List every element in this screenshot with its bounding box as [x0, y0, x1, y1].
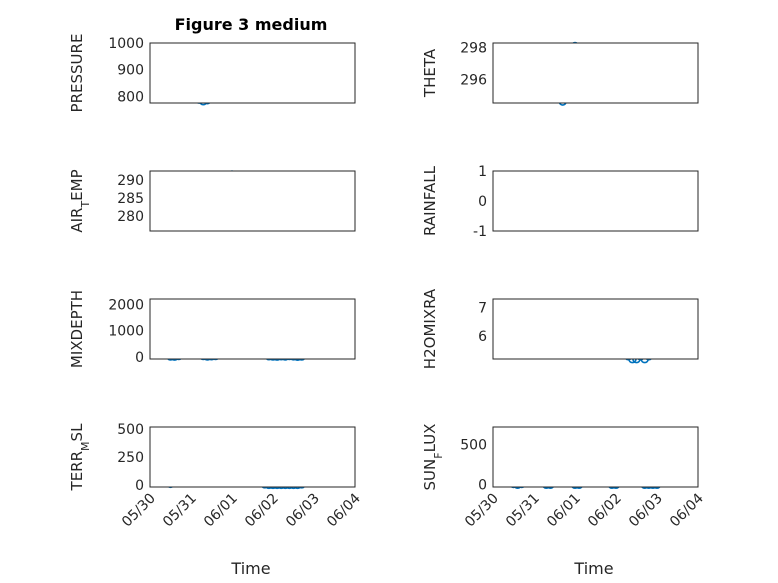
x-tick-label: 05/31 — [160, 491, 200, 531]
y-tick-label: 0 — [135, 478, 144, 494]
y-tick-label: 7 — [478, 301, 487, 317]
y-tick-label: 6 — [478, 329, 487, 345]
axes-box — [149, 42, 356, 104]
x-tick-label: 06/02 — [585, 491, 625, 531]
x-tick-label: 06/01 — [544, 491, 584, 531]
y-tick-label: 0 — [478, 194, 487, 210]
x-tick-label: 06/03 — [283, 491, 323, 531]
x-tick-label: 06/04 — [324, 490, 364, 530]
subplot-air_temp: 280 285 290 AIRTEMP — [68, 169, 356, 233]
y-axis-label-terr_msl: TERRMSL — [68, 423, 92, 492]
subplot-theta: 296 298 THETA — [421, 41, 699, 106]
x-tick-label: 05/31 — [503, 491, 543, 531]
subplot-mixdepth: 0 1000 2000 MIXDEPTH — [68, 290, 356, 368]
x-axis-label-right: Time — [573, 559, 613, 578]
axes-box — [492, 170, 699, 232]
subplot-rainfall: -1 0 1 RAINFALL — [421, 164, 699, 240]
x-tick-label: 06/04 — [667, 490, 707, 530]
figure-title: Figure 3 medium — [175, 15, 328, 34]
y-tick-label: 0 — [135, 350, 144, 366]
x-tick-label: 06/01 — [201, 491, 241, 531]
y-axis-label-pressure: PRESSURE — [68, 34, 86, 113]
axes-box — [149, 170, 356, 232]
y-tick-label: 285 — [117, 191, 144, 207]
axes-box — [492, 42, 699, 104]
y-tick-label: 1000 — [108, 36, 144, 52]
axes-box — [149, 298, 356, 360]
x-axis-label-left: Time — [230, 559, 270, 578]
y-axis-label-theta: THETA — [421, 48, 439, 98]
y-axis-label-h2omixra: H2OMIXRA — [421, 288, 439, 369]
axes-box — [149, 426, 356, 488]
y-tick-label: 296 — [460, 72, 487, 88]
y-tick-label: -1 — [473, 224, 487, 240]
subplot-h2omixra: 6 7 H2OMIXRA — [421, 288, 699, 369]
y-tick-label: 2000 — [108, 297, 144, 313]
x-tick-label: 06/02 — [242, 491, 282, 531]
subplot-pressure: 800 900 1000 PRESSURE — [68, 34, 356, 113]
y-tick-label: 500 — [460, 438, 487, 454]
y-tick-label: 290 — [117, 173, 144, 189]
y-axis-label-rainfall: RAINFALL — [421, 165, 439, 236]
y-axis-label-air_temp: AIRTEMP — [68, 169, 92, 232]
y-tick-label: 800 — [117, 89, 144, 105]
y-tick-label: 1 — [478, 164, 487, 180]
y-axis-label-mixdepth: MIXDEPTH — [68, 290, 86, 368]
x-tick-label: 06/03 — [626, 491, 666, 531]
y-tick-label: 1000 — [108, 324, 144, 340]
axes-box — [492, 426, 699, 488]
y-tick-label: 280 — [117, 209, 144, 225]
y-tick-label: 250 — [117, 450, 144, 466]
y-axis-label-sun_flux: SUNFLUX — [421, 424, 445, 491]
y-tick-label: 900 — [117, 63, 144, 79]
x-tick-label: 05/30 — [462, 491, 502, 531]
axes-box — [492, 298, 699, 360]
x-tick-label: 05/30 — [119, 491, 159, 531]
y-tick-label: 0 — [478, 478, 487, 494]
subplot-sun_flux: 05/30 05/31 06/01 06/02 06/03 06/04 0 500 SUNFLU… — [421, 424, 707, 531]
subplot-terr_msl: 05/30 05/31 06/01 06/02 06/03 06/04 0 250 500 TER… — [68, 422, 364, 530]
y-tick-label: 500 — [117, 422, 144, 438]
y-tick-label: 298 — [460, 41, 487, 57]
